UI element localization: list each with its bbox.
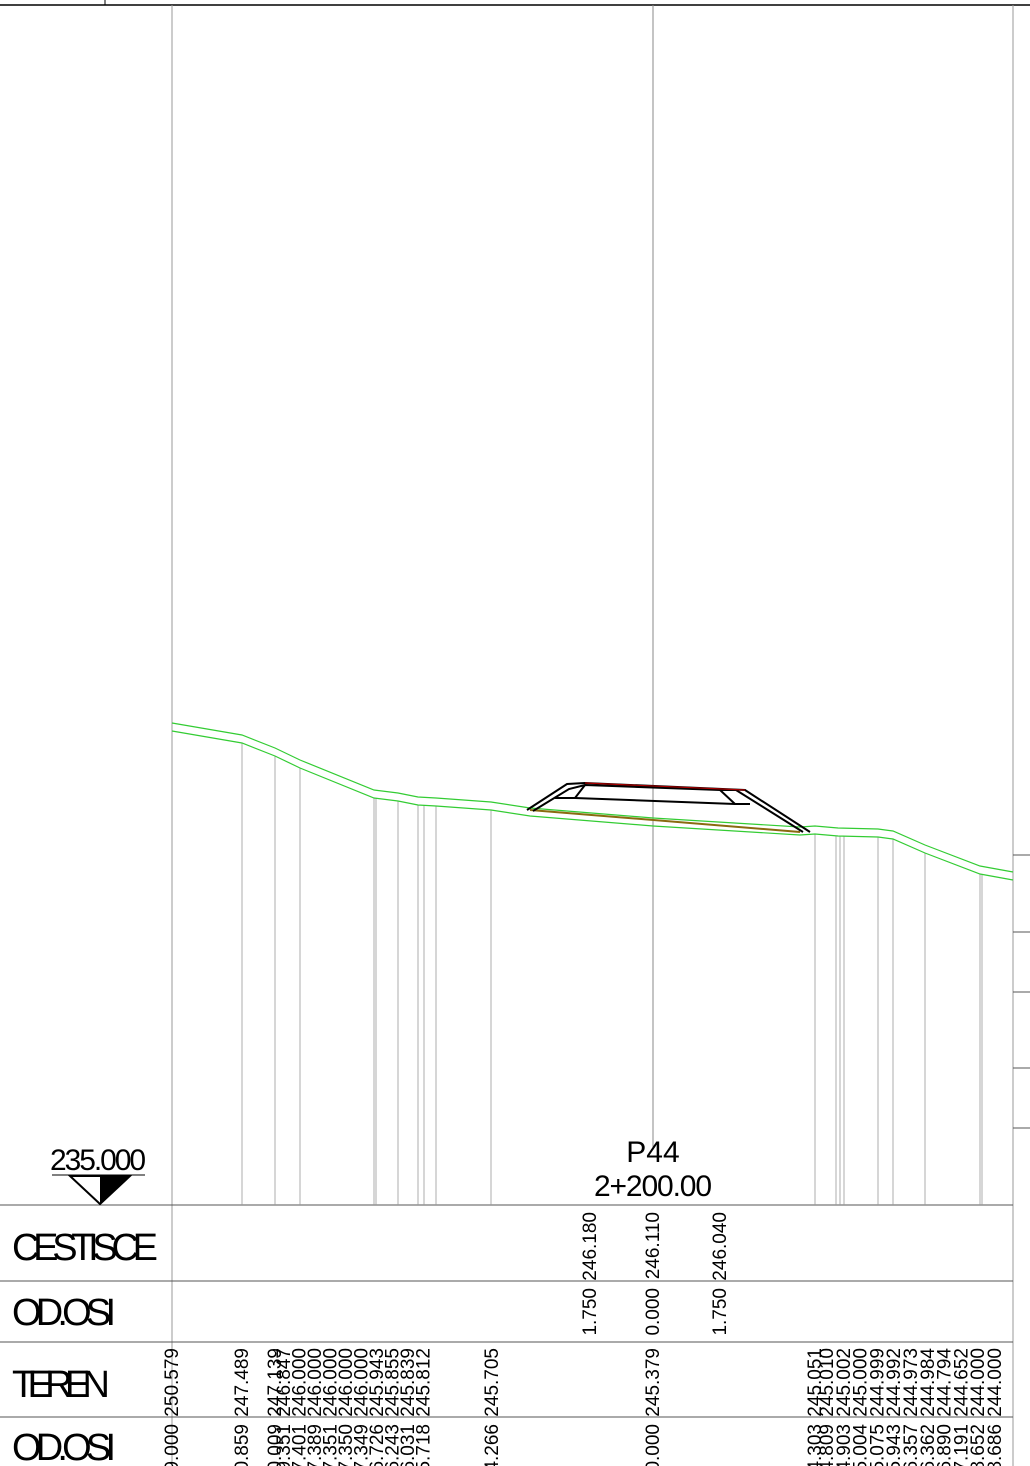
row-value: 250.579: [162, 1348, 183, 1417]
row-value: 0.000: [643, 1288, 664, 1336]
row-value: 245.002: [834, 1348, 855, 1417]
row-value: 5.943: [884, 1424, 905, 1466]
row-value: 246.040: [710, 1212, 731, 1281]
row-value: 245.379: [643, 1348, 664, 1417]
profile-station: 2+200.00: [594, 1170, 712, 1203]
row-value: 6.890: [935, 1424, 956, 1466]
datum-marker: [100, 1176, 130, 1204]
row-value: 246.847: [274, 1348, 295, 1417]
row-value: 245.010: [817, 1348, 838, 1417]
row-value: 8.652: [968, 1424, 989, 1466]
station-lines: [241, 743, 983, 1205]
row-label: CESTISCE: [12, 1227, 158, 1269]
row-value: 245.705: [482, 1348, 503, 1417]
terrain-line: [171, 722, 1014, 873]
row-value: 245.051: [805, 1348, 826, 1417]
datum-label: 235.000: [50, 1144, 146, 1177]
row-value: 245.855: [383, 1348, 404, 1417]
row-value: 0.009: [265, 1424, 286, 1466]
row-value: 8.686: [985, 1424, 1006, 1466]
row-value: 246.000: [305, 1348, 326, 1417]
row-value: 244.973: [901, 1348, 922, 1417]
row-value: 7.350: [336, 1424, 357, 1466]
row-values: 246.180 1.750 246.110 0.000 246.040 1.750 250.…: [162, 1212, 1006, 1466]
row-value: 4.266: [482, 1424, 503, 1466]
row-value: 4.809: [817, 1424, 838, 1466]
row-value: 246.000: [290, 1348, 311, 1417]
row-value: 246.110: [643, 1212, 664, 1279]
profile-name: P44: [626, 1136, 679, 1169]
row-value: 0.000: [643, 1424, 664, 1466]
row-value: 244.992: [884, 1348, 905, 1417]
row-value: 244.000: [968, 1348, 989, 1417]
row-value: 1.750: [710, 1288, 731, 1336]
row-value: 244.999: [867, 1348, 888, 1417]
terrain-line: [171, 730, 1014, 881]
row-value: 246.000: [352, 1348, 373, 1417]
row-value: 7.191: [951, 1424, 972, 1466]
row-value: 5.075: [867, 1424, 888, 1466]
row-value: 7.349: [352, 1424, 373, 1466]
road-body: [526, 781, 811, 833]
row-value: 244.000: [985, 1348, 1006, 1417]
row-value: 247.489: [232, 1348, 253, 1417]
row-value: 7.389: [305, 1424, 326, 1466]
row-value: 245.839: [398, 1348, 419, 1417]
row-value: 246.180: [580, 1212, 601, 1281]
row-label: TEREN: [12, 1364, 110, 1406]
row-value: 247.139: [265, 1348, 286, 1417]
row-value: 244.984: [918, 1348, 939, 1417]
row-value: 4.303: [805, 1424, 826, 1466]
row-value: 7.401: [290, 1424, 311, 1466]
row-value: 244.652: [951, 1348, 972, 1417]
row-value: 4.903: [834, 1424, 855, 1466]
row-value: 6.357: [901, 1424, 922, 1466]
row-value: 5.004: [851, 1424, 872, 1466]
row-value: 246.000: [336, 1348, 357, 1417]
row-value: 6.362: [918, 1424, 939, 1466]
row-value: 6.243: [383, 1424, 404, 1466]
subgrade: [529, 809, 801, 833]
row-value: 246.000: [321, 1348, 342, 1417]
row-value: 245.000: [851, 1348, 872, 1417]
row-label: OD.OSI: [12, 1292, 116, 1334]
row-value: 0.859: [232, 1424, 253, 1466]
table-lines: [0, 854, 1030, 1418]
row-value: 9.351: [274, 1424, 295, 1466]
row-value: 245.812: [414, 1348, 435, 1417]
row-value: 6.726: [367, 1424, 388, 1466]
row-value: 245.943: [367, 1348, 388, 1417]
row-value: 9.000: [162, 1424, 183, 1466]
row-value: 244.794: [935, 1348, 956, 1417]
row-value: 6.031: [398, 1424, 419, 1466]
row-value: 1.750: [580, 1288, 601, 1336]
row-value: 7.351: [321, 1424, 342, 1466]
row-label: OD.OSI: [12, 1427, 116, 1466]
row-value: 5.718: [414, 1424, 435, 1466]
